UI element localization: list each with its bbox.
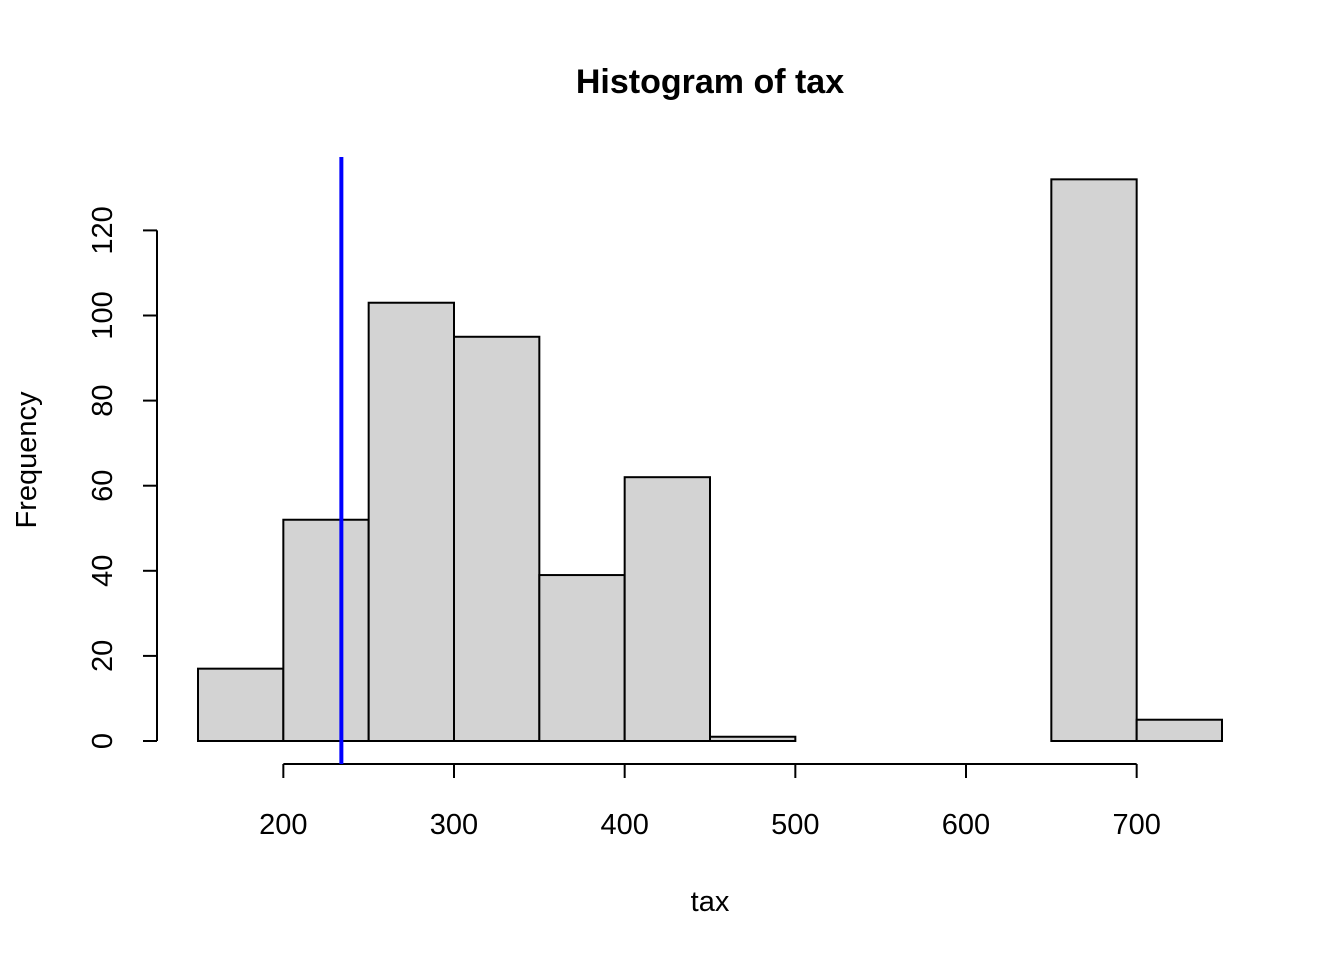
x-tick-label-1: 300 bbox=[430, 809, 478, 841]
chart-title: Histogram of tax bbox=[576, 63, 844, 101]
y-axis-label: Frequency bbox=[11, 391, 43, 529]
x-tick-label-2: 400 bbox=[600, 809, 648, 841]
y-tick-label-0: 0 bbox=[87, 733, 119, 749]
x-tick-label-0: 200 bbox=[259, 809, 307, 841]
histogram-bar-10 bbox=[1050, 178, 1138, 742]
histogram-bar-1 bbox=[282, 518, 370, 742]
y-tick-label-3: 60 bbox=[87, 470, 119, 502]
x-tick-label-3: 500 bbox=[771, 809, 819, 841]
x-tick-label-5: 700 bbox=[1112, 809, 1160, 841]
y-tick-label-5: 100 bbox=[87, 291, 119, 339]
histogram-bar-6 bbox=[709, 735, 797, 742]
y-tick-label-6: 120 bbox=[87, 206, 119, 254]
histogram-bar-11 bbox=[1135, 718, 1223, 742]
y-tick-label-4: 80 bbox=[87, 384, 119, 416]
x-tick-label-4: 600 bbox=[942, 809, 990, 841]
x-axis: 200 300 400 500 600 700 bbox=[259, 763, 1161, 841]
y-axis: 0 20 40 60 80 100 120 bbox=[87, 206, 158, 749]
bars-group bbox=[197, 178, 1223, 742]
x-axis-label: tax bbox=[691, 886, 730, 918]
y-tick-label-1: 20 bbox=[87, 640, 119, 672]
histogram-bar-3 bbox=[453, 335, 541, 742]
histogram-bar-4 bbox=[538, 574, 626, 742]
histogram-bar-5 bbox=[623, 476, 712, 742]
histogram-bar-2 bbox=[367, 301, 455, 742]
histogram-bar-0 bbox=[197, 667, 285, 742]
y-tick-label-2: 40 bbox=[87, 555, 119, 587]
